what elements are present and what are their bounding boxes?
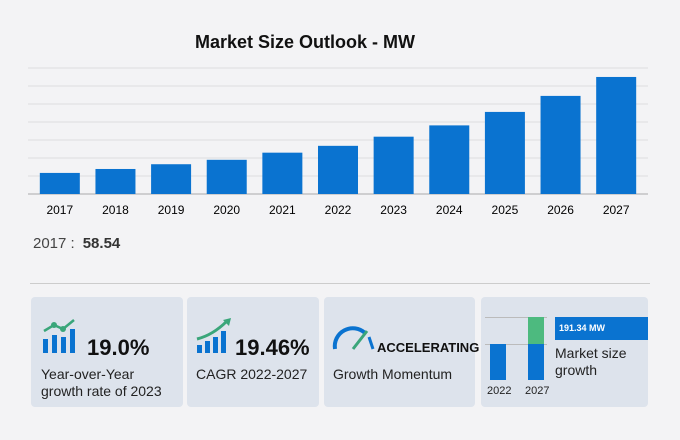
year-2027: 2027 [525,385,550,397]
growth-chart-icon [43,319,75,353]
first-year-label: 2017 : [33,235,75,252]
yoy-value: 19.0% [87,335,150,360]
bar-2027 [596,76,637,194]
x-tick-label: 2025 [492,203,519,217]
market-growth-card: 2022 2027 191.34 MW Market size growth [481,297,648,407]
bar-2022 [490,344,506,380]
cagr-card: 19.46% CAGR 2022-2027 [187,297,319,407]
bar-2027 [528,344,544,380]
bar-2024 [429,125,470,194]
x-tick-label: 2027 [603,203,630,217]
chart-title: Market Size Outlook - MW [194,32,416,52]
x-tick-label: 2019 [158,203,185,217]
first-year-number: 58.54 [82,235,121,252]
x-tick-label: 2022 [325,203,352,217]
growth-label-2: growth [555,362,598,378]
x-tick-label: 2017 [46,203,73,217]
year-2022: 2022 [487,385,512,397]
bar-2025 [484,111,525,194]
bar-2026 [540,95,581,194]
bar-2019 [151,164,192,194]
bar-2017 [39,172,80,194]
x-tick-label: 2026 [547,203,574,217]
bar-2020 [206,159,247,194]
cagr-value: 19.46% [235,335,310,360]
growth-label-1: Market size [555,345,627,361]
growth-badge: 191.34 MW [555,317,648,340]
x-tick-label: 2020 [213,203,240,217]
cagr-chart-icon [196,318,231,353]
bar-growth [528,317,544,344]
bar-2022 [318,145,358,194]
cagr-label: CAGR 2022-2027 [196,366,308,382]
speedometer-icon [332,326,375,350]
bar-chart: 2017 2018 2019 2020 2021 2022 2023 2024 2025 2026… [28,67,648,217]
grid-line [485,317,547,318]
yoy-label-1: Year-over-Year [41,366,135,382]
x-tick-label: 2023 [380,203,407,217]
momentum-label: Growth Momentum [333,366,453,382]
bar-2018 [95,168,136,194]
grid-line [485,344,547,345]
bar-2021 [262,152,303,194]
first-year-value: 2017 : 58.54 [33,235,120,252]
bar-2023 [373,136,414,194]
momentum-card: ACCELERATING Growth Momentum [324,297,479,407]
momentum-value: ACCELERATING [377,340,480,355]
x-tick-label: 2021 [269,203,296,217]
x-tick-label: 2018 [102,203,129,217]
divider [30,283,650,284]
yoy-label-2: growth rate of 2023 [41,383,162,399]
yoy-card: 19.0% Year-over-Year growth rate of 2023 [31,297,183,407]
x-tick-label: 2024 [436,203,463,217]
